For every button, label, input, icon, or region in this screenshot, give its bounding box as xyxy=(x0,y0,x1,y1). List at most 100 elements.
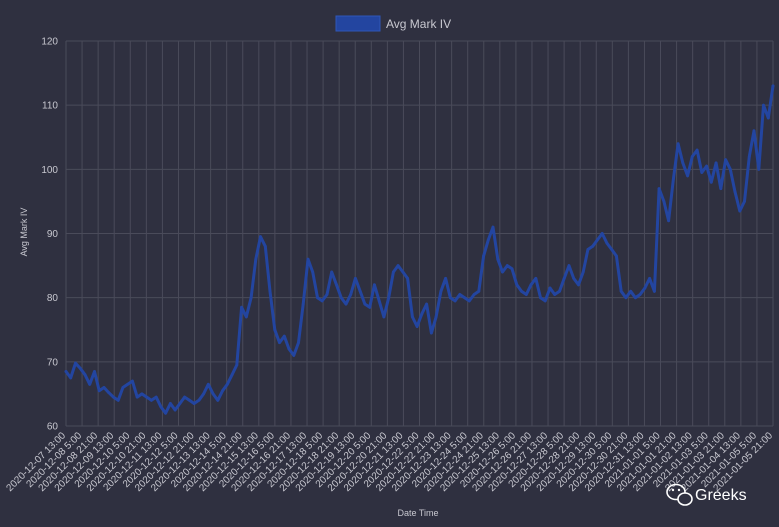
data-point[interactable] xyxy=(624,296,628,300)
data-point[interactable] xyxy=(766,116,770,120)
data-point[interactable] xyxy=(434,315,438,319)
data-point[interactable] xyxy=(752,129,756,133)
data-point[interactable] xyxy=(562,277,566,280)
data-point[interactable] xyxy=(235,363,239,367)
data-point[interactable] xyxy=(676,142,680,146)
data-point[interactable] xyxy=(486,238,490,242)
data-point[interactable] xyxy=(131,379,134,383)
data-point[interactable] xyxy=(567,264,571,267)
data-point[interactable] xyxy=(605,241,609,245)
data-point[interactable] xyxy=(116,398,120,402)
data-point[interactable] xyxy=(97,389,101,393)
legend[interactable]: Avg Mark IV xyxy=(335,15,451,32)
data-point[interactable] xyxy=(638,293,642,296)
data-point[interactable] xyxy=(282,334,286,338)
data-point[interactable] xyxy=(154,395,158,399)
data-point[interactable] xyxy=(520,289,523,293)
data-point[interactable] xyxy=(164,411,168,415)
data-point[interactable] xyxy=(762,103,765,107)
data-point[interactable] xyxy=(382,315,386,319)
data-point[interactable] xyxy=(273,328,277,332)
data-point[interactable] xyxy=(373,283,376,287)
data-point[interactable] xyxy=(287,347,291,351)
data-point[interactable] xyxy=(458,293,462,296)
data-point[interactable] xyxy=(501,270,504,274)
data-point[interactable] xyxy=(714,161,718,165)
data-point[interactable] xyxy=(477,289,481,293)
data-point[interactable] xyxy=(140,392,144,396)
data-point[interactable] xyxy=(311,270,315,274)
data-point[interactable] xyxy=(558,289,561,293)
data-point[interactable] xyxy=(448,296,452,300)
data-point[interactable] xyxy=(596,238,599,242)
data-point[interactable] xyxy=(107,391,111,394)
data-point[interactable] xyxy=(306,257,310,261)
data-point[interactable] xyxy=(259,235,262,239)
data-point[interactable] xyxy=(230,373,234,377)
data-point[interactable] xyxy=(548,286,552,290)
data-point[interactable] xyxy=(653,289,656,293)
data-point[interactable] xyxy=(301,302,305,306)
data-point[interactable] xyxy=(662,200,666,203)
data-point[interactable] xyxy=(643,286,647,290)
data-point[interactable] xyxy=(591,244,595,248)
data-point[interactable] xyxy=(354,277,357,280)
data-point[interactable] xyxy=(743,200,746,203)
data-point[interactable] xyxy=(225,382,229,386)
data-point[interactable] xyxy=(178,402,182,405)
data-point[interactable] xyxy=(733,190,737,194)
data-point[interactable] xyxy=(491,225,495,229)
data-point[interactable] xyxy=(392,270,395,274)
data-point[interactable] xyxy=(197,398,201,402)
data-point[interactable] xyxy=(430,331,433,335)
data-point[interactable] xyxy=(411,315,414,319)
data-point[interactable] xyxy=(387,296,391,300)
data-point[interactable] xyxy=(439,289,443,293)
data-point[interactable] xyxy=(420,312,424,316)
data-point[interactable] xyxy=(586,248,590,251)
data-point[interactable] xyxy=(254,257,258,261)
data-point[interactable] xyxy=(211,392,215,396)
data-point[interactable] xyxy=(686,174,689,178)
data-point[interactable] xyxy=(425,302,428,306)
data-point[interactable] xyxy=(169,402,172,405)
data-point[interactable] xyxy=(572,277,576,280)
data-point[interactable] xyxy=(325,293,329,296)
data-point[interactable] xyxy=(83,373,87,377)
data-point[interactable] xyxy=(695,148,699,152)
data-point[interactable] xyxy=(121,386,125,389)
data-point[interactable] xyxy=(539,296,542,300)
data-point[interactable] xyxy=(467,299,471,303)
data-point[interactable] xyxy=(159,405,163,409)
data-point[interactable] xyxy=(415,325,419,328)
data-point[interactable] xyxy=(135,395,139,399)
data-point[interactable] xyxy=(534,277,538,280)
data-point[interactable] xyxy=(728,167,732,171)
data-point[interactable] xyxy=(757,167,761,171)
data-point[interactable] xyxy=(244,315,248,319)
data-point[interactable] xyxy=(619,289,623,293)
legend-swatch[interactable] xyxy=(335,15,381,32)
data-point[interactable] xyxy=(188,398,191,402)
data-point[interactable] xyxy=(69,376,73,380)
data-point[interactable] xyxy=(102,386,106,389)
data-point[interactable] xyxy=(615,254,618,258)
data-point[interactable] xyxy=(719,187,723,191)
data-point[interactable] xyxy=(543,299,547,303)
data-point[interactable] xyxy=(221,389,225,393)
data-point[interactable] xyxy=(771,84,775,88)
data-point[interactable] xyxy=(320,299,324,303)
data-point[interactable] xyxy=(681,161,685,165)
data-point[interactable] xyxy=(600,232,604,235)
data-point[interactable] xyxy=(401,270,405,274)
data-point[interactable] xyxy=(240,305,244,309)
data-point[interactable] xyxy=(738,209,742,213)
data-point[interactable] xyxy=(700,171,704,174)
data-point[interactable] xyxy=(216,398,220,402)
data-point[interactable] xyxy=(112,395,115,399)
data-point[interactable] xyxy=(202,392,206,396)
data-point[interactable] xyxy=(64,370,68,373)
data-point[interactable] xyxy=(510,267,514,271)
data-point[interactable] xyxy=(515,283,519,287)
data-point[interactable] xyxy=(482,254,485,258)
